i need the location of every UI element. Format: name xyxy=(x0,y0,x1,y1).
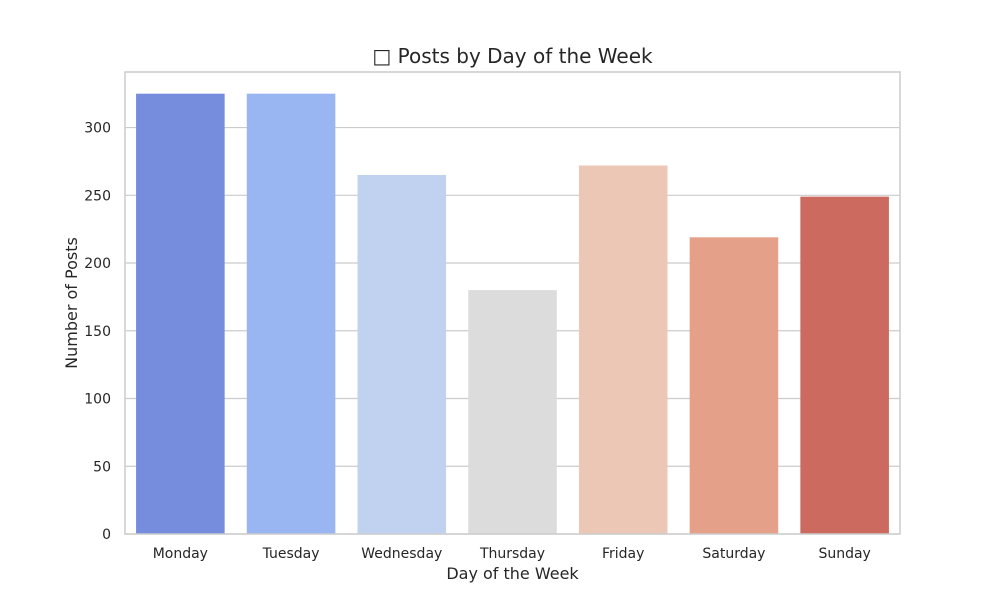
bar-thursday xyxy=(468,290,557,534)
y-tick-label: 150 xyxy=(84,324,111,340)
x-tick-label: Tuesday xyxy=(262,546,320,562)
y-tick-label: 100 xyxy=(84,392,111,408)
y-tick-label: 50 xyxy=(93,459,111,475)
y-axis-label: Number of Posts xyxy=(62,237,81,369)
y-tick-label: 0 xyxy=(102,527,111,543)
bar-friday xyxy=(578,165,668,534)
x-tick-label: Sunday xyxy=(818,546,870,562)
y-tick-labels: 0 50 100 150 200 250 300 xyxy=(84,121,111,543)
bars xyxy=(136,93,889,535)
x-tick-label: Friday xyxy=(602,546,644,562)
chart-title: □ Posts by Day of the Week xyxy=(372,44,653,68)
x-tick-label: Wednesday xyxy=(361,546,442,562)
bar-tuesday xyxy=(246,93,336,534)
x-tick-label: Monday xyxy=(153,546,208,562)
y-tick-label: 250 xyxy=(84,188,111,204)
x-tick-label: Saturday xyxy=(702,546,765,562)
bar-saturday xyxy=(689,237,779,534)
bar-monday xyxy=(136,93,225,534)
plot-frame xyxy=(124,71,901,535)
y-tick-label: 200 xyxy=(84,256,111,272)
x-tick-label: Thursday xyxy=(479,546,545,562)
bar-wednesday xyxy=(357,174,447,534)
x-axis-label: Day of the Week xyxy=(446,564,579,583)
x-tick-labels: Monday Tuesday Wednesday Thursday Friday Satu… xyxy=(153,546,871,562)
bar-sunday xyxy=(800,196,889,535)
y-tick-label: 300 xyxy=(84,121,111,137)
